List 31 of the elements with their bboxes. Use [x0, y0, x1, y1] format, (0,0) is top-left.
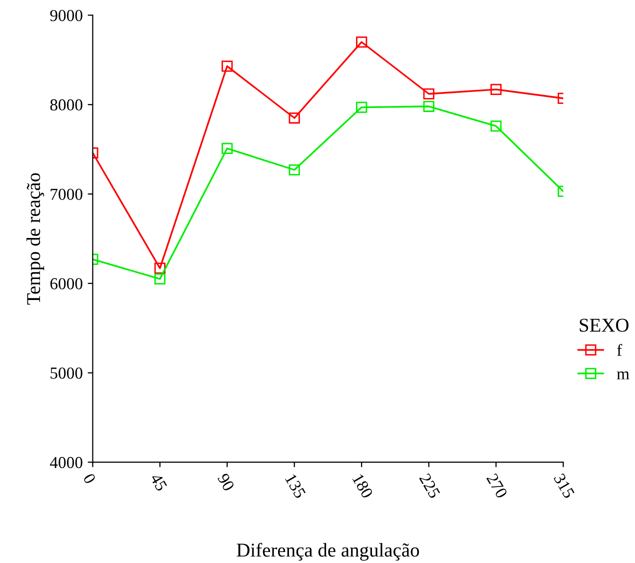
- point: [288, 112, 300, 124]
- point: [490, 84, 502, 95]
- x-tick-label: 315: [553, 472, 575, 499]
- x-tick-label: 45: [150, 472, 168, 492]
- point: [222, 60, 233, 72]
- point: [356, 36, 368, 48]
- point: [154, 273, 166, 284]
- y-axis-title: Tempo de reação: [26, 173, 44, 305]
- y-tick-label: 6000: [50, 278, 82, 290]
- legend-label: f: [617, 344, 622, 356]
- x-tick-label: 270: [486, 472, 508, 499]
- point: [222, 142, 233, 154]
- point: [423, 88, 434, 100]
- point: [423, 100, 434, 112]
- point: [288, 164, 300, 176]
- y-tick-label: 9000: [50, 10, 82, 22]
- legend-title: SEXO: [580, 318, 628, 332]
- point: [154, 262, 166, 274]
- x-tick-label: 180: [352, 473, 374, 499]
- y-tick-label: 8000: [50, 99, 82, 111]
- y-tick-label: 7000: [50, 188, 82, 200]
- point: [356, 102, 368, 113]
- x-tick-label: 0: [82, 472, 96, 484]
- x-axis-title: Diferença de angulação: [236, 542, 419, 561]
- y-tick-label: 5000: [50, 368, 82, 379]
- legend-label: m: [616, 371, 630, 380]
- x-tick-label: 135: [284, 473, 306, 499]
- x-tick-label: 90: [217, 472, 235, 492]
- y-tick-label: 4000: [50, 456, 82, 468]
- point: [490, 120, 502, 132]
- x-tick-label: 225: [419, 472, 441, 499]
